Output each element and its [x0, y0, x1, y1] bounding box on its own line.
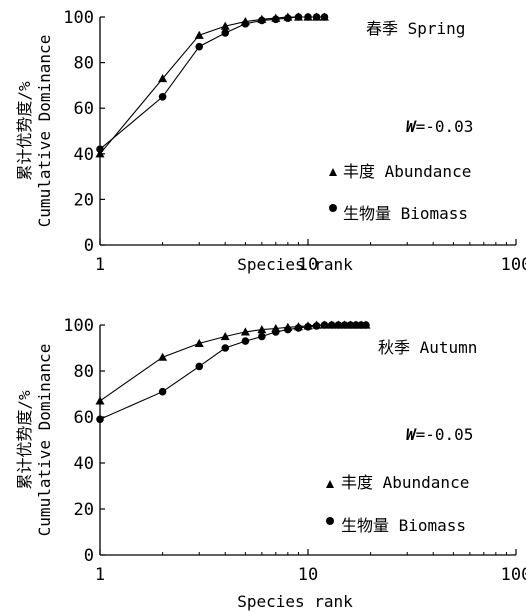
legend: 丰度 Abundance 生物量 Biomass: [329, 162, 471, 223]
y-tick-label: 60: [74, 99, 94, 119]
circle-point: [327, 321, 336, 329]
w-value: =-0.05: [416, 425, 474, 444]
circle-point: [271, 328, 280, 336]
circle-point: [241, 20, 250, 28]
circle-point: [258, 16, 266, 25]
y-ticks: 0 20 40 60 80 100: [63, 8, 105, 256]
w-statistic: W=-0.03: [406, 117, 473, 136]
y-tick-label: 60: [74, 408, 94, 428]
legend-biomass-label: 生物量 Biomass: [343, 204, 468, 223]
circle-point: [304, 323, 312, 331]
triangle-point: [194, 338, 204, 347]
circle-point: [241, 337, 250, 345]
y-tick-label: 100: [63, 8, 94, 28]
x-tick-label: 10: [298, 255, 318, 275]
circle-point: [284, 325, 292, 334]
circle-point: [195, 42, 204, 51]
x-tick-label: 1: [95, 255, 105, 275]
w-letter: W: [406, 117, 417, 136]
triangle-point: [95, 396, 105, 405]
triangle-point: [240, 327, 250, 336]
x-tick-label: 100: [501, 255, 526, 275]
circle-point: [334, 321, 343, 329]
triangle-point: [158, 74, 168, 83]
triangle-point: [257, 325, 267, 334]
panel-spring: 0 20 40 60 80 100 1 10 100 Species rank 累计优势度/%…: [15, 8, 526, 275]
x-axis-title: Species rank: [237, 592, 353, 611]
circle-point: [346, 321, 355, 329]
y-tick-label: 80: [74, 362, 94, 382]
triangle-point: [220, 332, 230, 341]
y-tick-label: 20: [74, 190, 94, 210]
triangle-point: [95, 149, 105, 158]
season-label: 春季 Spring: [366, 19, 465, 38]
legend-biomass-label: 生物量 Biomass: [341, 516, 466, 535]
legend: 丰度 Abundance 生物量 Biomass: [326, 473, 469, 535]
circle-point: [96, 415, 104, 424]
circle-point: [320, 13, 329, 21]
circle-point: [362, 321, 370, 329]
circle-point: [258, 332, 266, 341]
circle-point: [312, 13, 321, 21]
legend-triangle-marker: [326, 480, 334, 488]
season-label: 秋季 Autumn: [378, 338, 477, 357]
series-line-triangle: [99, 324, 366, 402]
circle-point: [195, 362, 204, 371]
legend-circle-marker: [326, 517, 334, 525]
y-tick-label: 20: [74, 500, 94, 520]
legend-circle-marker: [329, 204, 337, 212]
circle-point: [320, 321, 329, 329]
triangle-point: [220, 21, 230, 30]
circle-point: [221, 29, 230, 37]
y-tick-label: 40: [74, 145, 94, 165]
y-tick-label: 0: [84, 546, 94, 566]
circle-point: [221, 344, 230, 352]
x-axis-title: Species rank: [237, 255, 353, 274]
series-layer: [95, 320, 371, 424]
w-value: =-0.03: [416, 117, 474, 136]
circle-point: [158, 93, 167, 101]
series-layer: [95, 12, 329, 158]
y-tick-label: 80: [74, 54, 94, 74]
circle-point: [284, 14, 292, 22]
x-ticks: 1 10 100: [95, 239, 526, 275]
y-tick-label: 0: [84, 236, 94, 256]
w-statistic: W=-0.05: [406, 425, 473, 444]
series-line-circle: [99, 16, 325, 150]
triangle-point: [194, 30, 204, 39]
circle-point: [294, 13, 303, 21]
triangle-point: [158, 352, 168, 361]
series-line-circle: [99, 324, 366, 420]
series-line-triangle: [99, 16, 325, 155]
legend-abundance-label: 丰度 Abundance: [343, 162, 471, 181]
circle-point: [312, 322, 321, 330]
w-letter: W: [406, 425, 417, 444]
circle-point: [294, 324, 303, 332]
y-axis-title-line2: Cumulative Dominance: [35, 35, 54, 228]
legend-triangle-marker: [329, 168, 337, 176]
x-tick-label: 10: [298, 565, 318, 585]
circle-point: [271, 15, 280, 24]
x-ticks: 1 10 100: [95, 549, 526, 585]
circle-point: [96, 145, 104, 154]
panel-autumn: 0 20 40 60 80 100 1 10 100 Species rank 累计优势度/%…: [15, 316, 526, 611]
circle-point: [158, 387, 167, 396]
y-tick-label: 40: [74, 454, 94, 474]
y-axis-title-line1: 累计优势度/%: [15, 81, 34, 181]
y-ticks: 0 20 40 60 80 100: [63, 316, 105, 566]
circle-point: [340, 321, 349, 329]
x-tick-label: 1: [95, 565, 105, 585]
x-tick-label: 100: [501, 565, 526, 585]
circle-point: [304, 13, 312, 21]
y-axis-title-line1: 累计优势度/%: [15, 390, 34, 490]
legend-abundance-label: 丰度 Abundance: [341, 473, 469, 492]
y-axis-title-line2: Cumulative Dominance: [35, 344, 54, 537]
y-tick-label: 100: [63, 316, 94, 336]
